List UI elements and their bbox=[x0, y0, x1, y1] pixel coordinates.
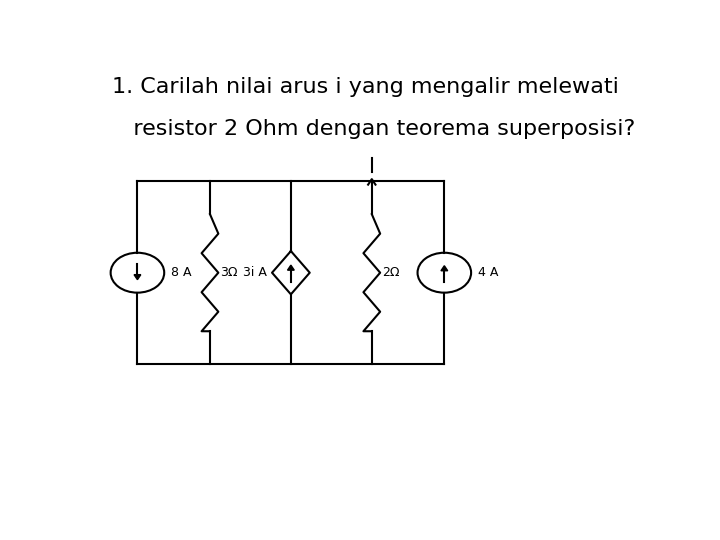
Polygon shape bbox=[134, 275, 141, 280]
Text: 1. Carilah nilai arus i yang mengalir melewati: 1. Carilah nilai arus i yang mengalir me… bbox=[112, 77, 619, 97]
Text: 3i A: 3i A bbox=[243, 266, 266, 279]
Polygon shape bbox=[287, 265, 294, 270]
Polygon shape bbox=[441, 266, 448, 271]
Text: 3Ω: 3Ω bbox=[220, 266, 238, 279]
Text: 8 A: 8 A bbox=[171, 266, 192, 279]
Text: 2Ω: 2Ω bbox=[382, 266, 400, 279]
Text: 4 A: 4 A bbox=[478, 266, 498, 279]
Text: resistor 2 Ohm dengan teorema superposisi?: resistor 2 Ohm dengan teorema superposis… bbox=[112, 119, 636, 139]
